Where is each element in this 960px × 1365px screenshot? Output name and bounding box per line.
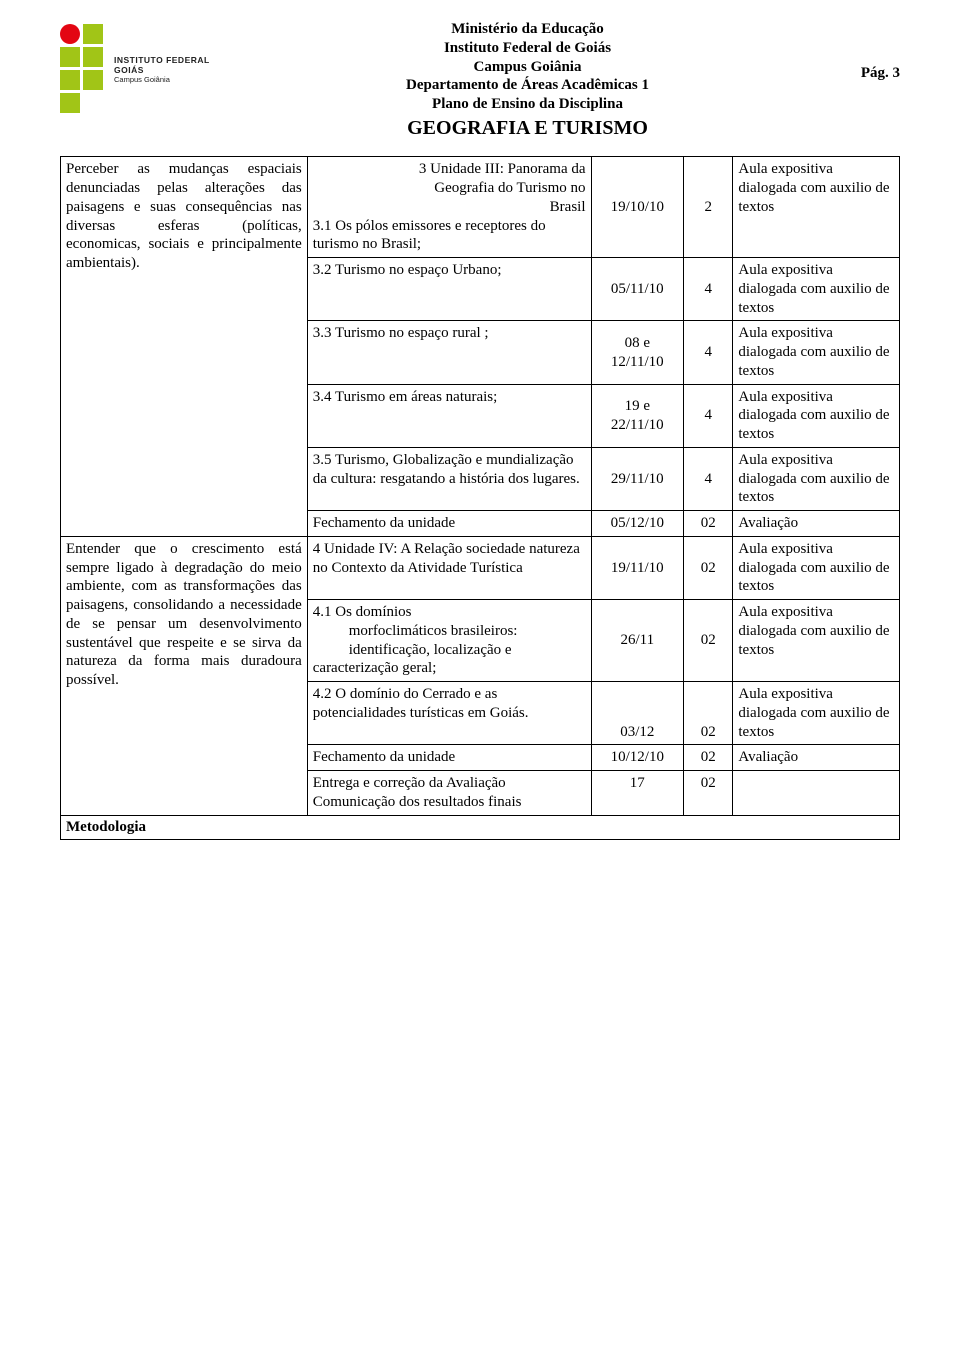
section-metodologia: Metodologia	[60, 816, 900, 840]
hours-cell: 02	[684, 771, 733, 816]
content-text: 3.4 Turismo em áreas naturais;	[313, 389, 498, 405]
content-text: 3.1 Os pólos emissores e receptores do t…	[313, 218, 546, 253]
method-cell	[733, 771, 900, 816]
content-text: Fechamento da unidade	[313, 749, 455, 765]
content-text: 4.2 O domínio do Cerrado e as potenciali…	[313, 686, 529, 721]
unit-title: 3 Unidade III: Panorama da Geografia do …	[313, 160, 586, 216]
date-cell: 03/12	[591, 682, 684, 745]
content-cell: Entrega e correção da Avaliação Comunica…	[307, 771, 591, 816]
method-cell: Aula expositiva dialogada com auxilio de…	[733, 258, 900, 321]
hours-cell: 4	[684, 258, 733, 321]
logo-square	[60, 93, 80, 113]
date-cell: 19/10/10	[591, 157, 684, 258]
date-cell: 19 e 22/11/10	[591, 384, 684, 447]
logo-text-3: Campus Goiânia	[114, 75, 234, 84]
content-text: 3.5 Turismo, Globalização e mundializaçã…	[313, 452, 580, 487]
content-cell: 3.2 Turismo no espaço Urbano;	[307, 258, 591, 321]
institution-logo: INSTITUTO FEDERAL GOIÁS Campus Goiânia	[60, 20, 235, 146]
method-cell: Aula expositiva dialogada com auxilio de…	[733, 600, 900, 682]
hours-cell: 02	[684, 536, 733, 599]
header-campus: Campus Goiânia	[235, 58, 820, 77]
content-after: caracterização geral;	[313, 660, 437, 676]
content-cell: 4 Unidade IV: A Relação sociedade nature…	[307, 536, 591, 599]
content-cell: 4.1 Os domínios morfoclimáticos brasileir…	[307, 600, 591, 682]
logo-square	[60, 70, 80, 90]
hours-cell: 4	[684, 384, 733, 447]
content-cell: 3.5 Turismo, Globalização e mundializaçã…	[307, 447, 591, 510]
table-row: Entender que o crescimento está sempre l…	[61, 536, 900, 599]
hours-cell: 02	[684, 511, 733, 537]
page: INSTITUTO FEDERAL GOIÁS Campus Goiânia M…	[0, 0, 960, 880]
logo-dot-red	[60, 24, 80, 44]
content-cell: 3.4 Turismo em áreas naturais;	[307, 384, 591, 447]
content-text: 3.2 Turismo no espaço Urbano;	[313, 262, 502, 278]
date-cell: 08 e 12/11/10	[591, 321, 684, 384]
method-cell: Aula expositiva dialogada com auxilio de…	[733, 682, 900, 745]
content-text: Entrega e correção da Avaliação Comunica…	[313, 775, 522, 810]
method-cell: Aula expositiva dialogada com auxilio de…	[733, 536, 900, 599]
hours-cell: 4	[684, 321, 733, 384]
hours-cell: 02	[684, 682, 733, 745]
header: INSTITUTO FEDERAL GOIÁS Campus Goiânia M…	[60, 20, 900, 146]
content-cell: 4.2 O domínio do Cerrado e as potenciali…	[307, 682, 591, 745]
method-cell: Avaliação	[733, 511, 900, 537]
content-cell: Fechamento da unidade	[307, 511, 591, 537]
date-cell: 29/11/10	[591, 447, 684, 510]
date-cell: 17	[591, 771, 684, 816]
logo-square	[83, 70, 103, 90]
hours-cell: 2	[684, 157, 733, 258]
content-text: 4.1 Os domínios	[313, 604, 412, 620]
method-cell: Aula expositiva dialogada com auxilio de…	[733, 321, 900, 384]
logo-square	[83, 47, 103, 67]
hours-cell: 02	[684, 745, 733, 771]
method-cell: Aula expositiva dialogada com auxilio de…	[733, 157, 900, 258]
header-institute: Instituto Federal de Goiás	[235, 39, 820, 58]
date-cell: 10/12/10	[591, 745, 684, 771]
logo-text-2: GOIÁS	[114, 65, 234, 75]
objective-cell: Perceber as mudanças espaciais denunciad…	[61, 157, 308, 537]
content-table: Perceber as mudanças espaciais denunciad…	[60, 156, 900, 815]
content-text: 4 Unidade IV: A Relação sociedade nature…	[313, 541, 580, 576]
table-row: Perceber as mudanças espaciais denunciad…	[61, 157, 900, 258]
header-plan: Plano de Ensino da Disciplina	[235, 95, 820, 114]
logo-text-1: INSTITUTO FEDERAL	[114, 55, 234, 65]
method-cell: Aula expositiva dialogada com auxilio de…	[733, 447, 900, 510]
objective-cell: Entender que o crescimento está sempre l…	[61, 536, 308, 815]
content-text: Fechamento da unidade	[313, 515, 455, 531]
header-course-title: GEOGRAFIA E TURISMO	[235, 116, 820, 141]
header-ministry: Ministério da Educação	[235, 20, 820, 39]
content-cell: 3 Unidade III: Panorama da Geografia do …	[307, 157, 591, 258]
date-cell: 05/11/10	[591, 258, 684, 321]
method-cell: Avaliação	[733, 745, 900, 771]
method-cell: Aula expositiva dialogada com auxilio de…	[733, 384, 900, 447]
content-cell: 3.3 Turismo no espaço rural ;	[307, 321, 591, 384]
logo-squares	[60, 24, 110, 113]
page-number: Pág. 3	[820, 20, 900, 82]
header-center: Ministério da Educação Instituto Federal…	[235, 20, 820, 141]
logo-square	[60, 47, 80, 67]
content-text: 3.3 Turismo no espaço rural ;	[313, 325, 489, 341]
date-cell: 19/11/10	[591, 536, 684, 599]
header-department: Departamento de Áreas Acadêmicas 1	[235, 76, 820, 95]
content-cell: Fechamento da unidade	[307, 745, 591, 771]
logo-square	[83, 24, 103, 44]
date-cell: 05/12/10	[591, 511, 684, 537]
content-sub: morfoclimáticos brasileiros: identificaç…	[313, 622, 586, 660]
hours-cell: 02	[684, 600, 733, 682]
hours-cell: 4	[684, 447, 733, 510]
date-cell: 26/11	[591, 600, 684, 682]
